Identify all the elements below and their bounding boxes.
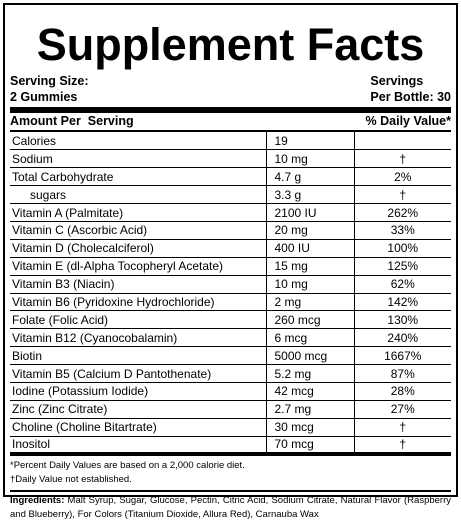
nutrient-name: Inositol	[10, 436, 267, 457]
nutrient-daily-value: †	[354, 149, 451, 169]
table-row: sugars 3.3 g †	[10, 185, 451, 205]
nutrient-amount: 42 mcg	[266, 382, 355, 401]
ingredients-label: Ingredients:	[10, 495, 65, 507]
table-row: Vitamin E (dl-Alpha Tocopheryl Acetate) 1…	[10, 257, 451, 276]
table-header: Amount Per Serving % Daily Value*	[10, 113, 451, 132]
table-row: Sodium 10 mg †	[10, 149, 451, 169]
nutrient-daily-value	[354, 132, 451, 151]
nutrient-daily-value: 62%	[354, 275, 451, 294]
nutrient-amount: 3.3 g	[266, 185, 355, 205]
table-row: Folate (Folic Acid) 260 mcg 130%	[10, 310, 451, 330]
table-row: Calories 19	[10, 132, 451, 151]
nutrient-name: Vitamin B3 (Niacin)	[10, 275, 267, 294]
nutrient-amount: 6 mcg	[266, 328, 355, 348]
nutrient-amount: 70 mcg	[266, 436, 355, 457]
nutrient-amount: 2 mg	[266, 293, 355, 312]
nutrient-daily-value: 28%	[354, 382, 451, 401]
footnote-percent-dv: *Percent Daily Values are based on a 2,0…	[10, 460, 245, 472]
serving-info: Serving Size: 2 Gummies Servings Per Bot…	[10, 73, 451, 107]
table-row: Vitamin D (Cholecalciferol) 400 IU 100%	[10, 239, 451, 258]
nutrient-amount: 4.7 g	[266, 167, 355, 187]
panel-title: Supplement Facts	[36, 19, 425, 70]
nutrient-name: Vitamin B12 (Cyanocobalamin)	[10, 328, 267, 348]
servings-label: Servings	[370, 74, 424, 88]
ingredients-text: Malt Syrup, Sugar, Glucose, Pectin, Citr…	[10, 495, 451, 520]
nutrient-amount: 400 IU	[266, 239, 355, 258]
nutrient-daily-value: 33%	[354, 221, 451, 240]
nutrient-name: Zinc (Zinc Citrate)	[10, 400, 267, 419]
serving-size-label: Serving Size:	[10, 74, 89, 88]
nutrient-table: Calories 19 Sodium 10 mg † Total Carbohydrate…	[10, 132, 451, 457]
nutrient-amount: 19	[266, 132, 355, 151]
table-row: Vitamin C (Ascorbic Acid) 20 mg 33%	[10, 221, 451, 240]
nutrient-name: sugars	[10, 185, 267, 205]
nutrient-name: Biotin	[10, 346, 267, 366]
nutrient-name: Vitamin D (Cholecalciferol)	[10, 239, 267, 258]
nutrient-name: Iodine (Potassium Iodide)	[10, 382, 267, 401]
nutrient-daily-value: 142%	[354, 293, 451, 312]
nutrient-amount: 5.2 mg	[266, 364, 355, 383]
nutrient-daily-value: 2%	[354, 167, 451, 187]
nutrient-amount: 10 mg	[266, 275, 355, 294]
nutrient-name: Vitamin B6 (Pyridoxine Hydrochloride)	[10, 293, 267, 312]
nutrient-amount: 2100 IU	[266, 203, 355, 222]
nutrient-amount: 15 mg	[266, 257, 355, 276]
nutrient-amount: 260 mcg	[266, 310, 355, 330]
nutrient-amount: 5000 mcg	[266, 346, 355, 366]
nutrient-daily-value: 100%	[354, 239, 451, 258]
nutrient-daily-value: 130%	[354, 310, 451, 330]
table-row: Vitamin B5 (Calcium D Pantothenate) 5.2 m…	[10, 364, 451, 383]
servings-value: Per Bottle: 30	[370, 90, 451, 104]
table-row: Biotin 5000 mcg 1667%	[10, 346, 451, 366]
daily-value-header: % Daily Value*	[365, 114, 451, 128]
table-row: Inositol 70 mcg †	[10, 436, 451, 457]
table-row: Vitamin B3 (Niacin) 10 mg 62%	[10, 275, 451, 294]
serving-size: Serving Size: 2 Gummies	[10, 73, 89, 105]
nutrient-daily-value: 27%	[354, 400, 451, 419]
nutrient-daily-value: †	[354, 418, 451, 437]
footnotes: *Percent Daily Values are based on a 2,0…	[10, 456, 451, 493]
nutrient-daily-value: †	[354, 185, 451, 205]
supplement-facts-panel: Supplement Facts Serving Size: 2 Gummies…	[3, 3, 458, 520]
nutrient-daily-value: 87%	[354, 364, 451, 383]
table-row: Iodine (Potassium Iodide) 42 mcg 28%	[10, 382, 451, 401]
nutrient-name: Calories	[10, 132, 267, 151]
table-row: Zinc (Zinc Citrate) 2.7 mg 27%	[10, 400, 451, 419]
nutrient-daily-value: †	[354, 436, 451, 457]
servings-per-bottle: Servings Per Bottle: 30	[370, 73, 451, 105]
nutrient-name: Vitamin A (Palmitate)	[10, 203, 267, 222]
ingredients: Ingredients: Malt Syrup, Sugar, Glucose,…	[10, 492, 451, 521]
table-row: Vitamin A (Palmitate) 2100 IU 262%	[10, 203, 451, 222]
nutrient-amount: 30 mcg	[266, 418, 355, 437]
nutrient-amount: 2.7 mg	[266, 400, 355, 419]
nutrient-name: Choline (Choline Bitartrate)	[10, 418, 267, 437]
table-row: Vitamin B12 (Cyanocobalamin) 6 mcg 240%	[10, 328, 451, 348]
nutrient-daily-value: 1667%	[354, 346, 451, 366]
nutrient-name: Total Carbohydrate	[10, 167, 267, 187]
nutrient-name: Vitamin B5 (Calcium D Pantothenate)	[10, 364, 267, 383]
footnote-not-established: †Daily Value not established.	[10, 474, 132, 486]
nutrient-name: Folate (Folic Acid)	[10, 310, 267, 330]
nutrient-daily-value: 240%	[354, 328, 451, 348]
table-row: Choline (Choline Bitartrate) 30 mcg †	[10, 418, 451, 437]
nutrient-amount: 10 mg	[266, 149, 355, 169]
amount-per-serving-header: Amount Per Serving	[10, 114, 134, 128]
serving-size-value: 2 Gummies	[10, 90, 78, 104]
nutrient-amount: 20 mg	[266, 221, 355, 240]
nutrient-name: Vitamin E (dl-Alpha Tocopheryl Acetate)	[10, 257, 267, 276]
nutrient-daily-value: 262%	[354, 203, 451, 222]
nutrient-name: Sodium	[10, 149, 267, 169]
thick-divider	[10, 107, 451, 113]
nutrient-daily-value: 125%	[354, 257, 451, 276]
table-row: Total Carbohydrate 4.7 g 2%	[10, 167, 451, 187]
nutrient-name: Vitamin C (Ascorbic Acid)	[10, 221, 267, 240]
table-row: Vitamin B6 (Pyridoxine Hydrochloride) 2 m…	[10, 293, 451, 312]
